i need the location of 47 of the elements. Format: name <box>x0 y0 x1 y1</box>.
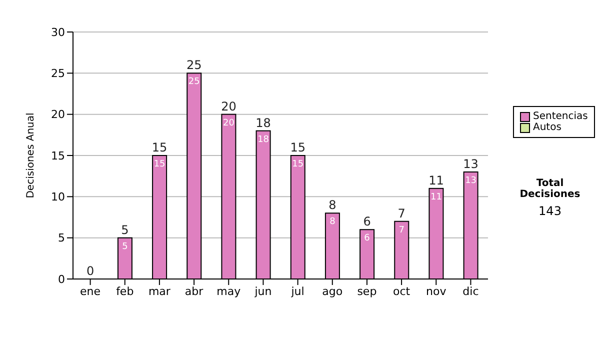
x-tick-label: feb <box>116 284 134 298</box>
data-label: 18 <box>258 134 270 145</box>
legend-label: Autos <box>533 122 562 133</box>
total-label: 0 <box>86 264 94 278</box>
y-tick-label: 30 <box>51 26 65 39</box>
total-label: 13 <box>463 156 478 171</box>
total-label: 5 <box>121 222 129 237</box>
data-label: 15 <box>154 160 166 170</box>
text: Total Decisiones <box>518 178 582 200</box>
y-tick-label: 5 <box>58 232 65 245</box>
x-tick-label: mar <box>148 284 171 298</box>
x-tick-label: sep <box>357 284 377 298</box>
x-tick-label: abr <box>184 284 204 298</box>
y-axis-title: Decisiones Anual <box>26 112 37 198</box>
x-tick-label: jun <box>254 284 272 298</box>
y-tick-label: 10 <box>51 190 65 204</box>
total-label: 18 <box>256 116 271 130</box>
x-tick-label: ene <box>80 284 101 298</box>
total-label: 11 <box>428 173 444 188</box>
data-label: 7 <box>398 225 404 236</box>
total-label: 8 <box>328 198 336 212</box>
total-label: 6 <box>363 214 371 229</box>
data-label: 6 <box>364 234 370 244</box>
data-label: 8 <box>330 217 336 228</box>
x-tick-label: jul <box>290 284 304 298</box>
legend-label: Sentencias <box>533 111 588 122</box>
y-tick-label: 15 <box>51 149 65 162</box>
x-tick-label: may <box>216 284 242 298</box>
x-tick-label: dic <box>462 284 479 298</box>
total-label: 7 <box>398 206 406 220</box>
total-label: 15 <box>290 140 306 154</box>
x-tick-label: ago <box>322 284 343 298</box>
x-tick-label: oct <box>392 284 411 298</box>
data-label: 25 <box>188 77 200 88</box>
y-tick-label: 25 <box>51 67 65 80</box>
data-label: 13 <box>465 176 477 186</box>
y-tick-label: 0 <box>58 272 65 286</box>
data-label: 15 <box>292 160 304 170</box>
text: 143 <box>538 204 562 218</box>
x-tick-label: nov <box>426 284 447 298</box>
data-label: 20 <box>222 118 235 128</box>
total-label: 25 <box>186 58 202 72</box>
data-label: 5 <box>122 242 128 252</box>
total-label: 20 <box>221 99 236 114</box>
data-label: 11 <box>430 192 442 202</box>
total-label: 15 <box>152 140 168 154</box>
y-tick-label: 20 <box>51 108 65 122</box>
